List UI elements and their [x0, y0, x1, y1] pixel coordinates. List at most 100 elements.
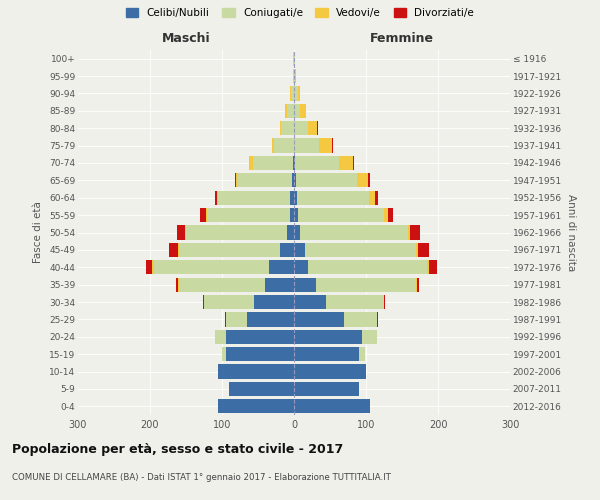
Bar [247, 312, 294, 326]
Bar [294, 208, 298, 222]
Text: Femmine: Femmine [370, 32, 434, 45]
Legend: Celibi/Nubili, Coniugati/e, Vedovi/e, Divorziati/e: Celibi/Nubili, Coniugati/e, Vedovi/e, Di… [123, 5, 477, 21]
Bar [427, 260, 428, 274]
Bar [374, 190, 377, 205]
Bar [286, 104, 287, 118]
Bar [217, 190, 218, 205]
Bar [294, 69, 295, 83]
Bar [294, 364, 366, 378]
Bar [417, 278, 419, 292]
Bar [294, 86, 298, 101]
Bar [359, 347, 365, 362]
Text: COMUNE DI CELLAMARE (BA) - Dati ISTAT 1° gennaio 2017 - Elaborazione TUTTITALIA.: COMUNE DI CELLAMARE (BA) - Dati ISTAT 1°… [12, 473, 391, 482]
Bar [280, 243, 294, 257]
Text: Maschi: Maschi [161, 32, 211, 45]
Bar [229, 382, 294, 396]
Bar [428, 260, 437, 274]
Bar [294, 104, 300, 118]
Bar [218, 190, 290, 205]
Bar [290, 190, 294, 205]
Bar [185, 226, 186, 239]
Bar [179, 278, 265, 292]
Bar [176, 226, 185, 239]
Bar [300, 226, 408, 239]
Bar [154, 260, 269, 274]
Bar [319, 138, 332, 152]
Bar [358, 173, 368, 188]
Bar [204, 295, 254, 309]
Bar [293, 156, 294, 170]
Bar [294, 121, 308, 136]
Bar [290, 86, 291, 101]
Bar [294, 278, 316, 292]
Bar [254, 295, 294, 309]
Bar [215, 330, 226, 344]
Bar [294, 330, 362, 344]
Bar [294, 399, 370, 413]
Bar [305, 243, 416, 257]
Bar [416, 278, 417, 292]
Bar [297, 190, 369, 205]
Bar [384, 295, 385, 309]
Bar [294, 382, 359, 396]
Bar [178, 278, 179, 292]
Bar [178, 243, 179, 257]
Bar [287, 226, 294, 239]
Bar [203, 295, 204, 309]
Bar [296, 173, 358, 188]
Bar [410, 226, 420, 239]
Bar [416, 243, 418, 257]
Bar [294, 52, 295, 66]
Bar [316, 278, 416, 292]
Y-axis label: Fasce di età: Fasce di età [34, 202, 43, 264]
Bar [326, 295, 384, 309]
Bar [369, 190, 374, 205]
Bar [265, 278, 294, 292]
Bar [238, 173, 292, 188]
Bar [236, 173, 238, 188]
Bar [293, 52, 294, 66]
Bar [353, 156, 355, 170]
Bar [218, 399, 294, 413]
Bar [294, 138, 319, 152]
Bar [169, 243, 178, 257]
Bar [294, 312, 344, 326]
Bar [294, 173, 296, 188]
Bar [218, 364, 294, 378]
Bar [281, 121, 294, 136]
Bar [235, 173, 236, 188]
Bar [292, 173, 294, 188]
Bar [332, 138, 333, 152]
Bar [274, 138, 294, 152]
Bar [280, 121, 281, 136]
Bar [294, 190, 297, 205]
Bar [294, 243, 305, 257]
Bar [152, 260, 154, 274]
Bar [294, 347, 359, 362]
Y-axis label: Anni di nascita: Anni di nascita [566, 194, 576, 271]
Bar [295, 156, 338, 170]
Bar [368, 173, 370, 188]
Bar [418, 243, 428, 257]
Bar [362, 330, 377, 344]
Bar [344, 312, 377, 326]
Bar [200, 208, 206, 222]
Bar [294, 260, 308, 274]
Bar [250, 156, 253, 170]
Bar [294, 226, 300, 239]
Bar [290, 208, 294, 222]
Bar [295, 69, 296, 83]
Bar [269, 260, 294, 274]
Bar [287, 104, 294, 118]
Bar [226, 347, 294, 362]
Bar [300, 104, 305, 118]
Text: Popolazione per età, sesso e stato civile - 2017: Popolazione per età, sesso e stato civil… [12, 442, 343, 456]
Bar [291, 86, 294, 101]
Bar [253, 156, 293, 170]
Bar [226, 330, 294, 344]
Bar [388, 208, 394, 222]
Bar [317, 121, 318, 136]
Bar [146, 260, 152, 274]
Bar [294, 156, 295, 170]
Bar [298, 86, 300, 101]
